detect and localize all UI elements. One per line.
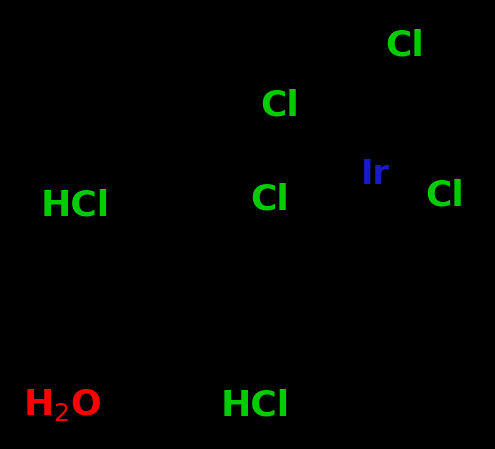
Text: HCl: HCl [41,188,109,222]
Text: Cl: Cl [250,183,290,217]
Text: Ir: Ir [360,158,390,192]
Text: Cl: Cl [261,88,299,122]
Text: H$_2$O: H$_2$O [23,387,101,423]
Text: Cl: Cl [426,178,464,212]
Text: HCl: HCl [220,388,290,422]
Text: Cl: Cl [386,28,424,62]
